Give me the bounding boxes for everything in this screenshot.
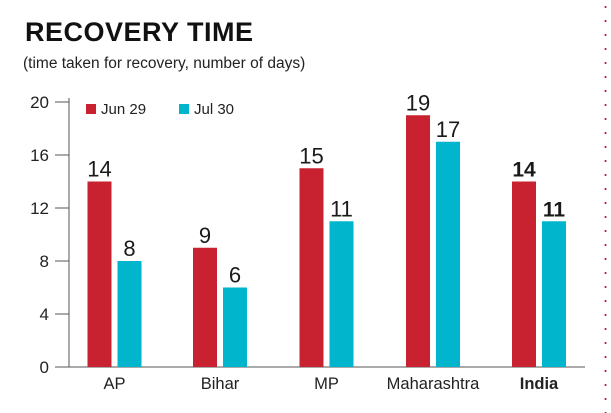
bar-india-jul-30 bbox=[542, 221, 566, 367]
data-label: 6 bbox=[229, 263, 241, 288]
legend: Jun 29 Jul 30 bbox=[86, 101, 234, 118]
bar-mp-jun-29 bbox=[299, 168, 324, 367]
x-tick-label: MP bbox=[314, 375, 339, 393]
data-label: 14 bbox=[87, 157, 111, 182]
axes: 0 4 8 12 16 20 AP Bihar MP Maharashtra India bbox=[30, 93, 585, 393]
y-tick-label: 16 bbox=[30, 146, 49, 165]
x-tick-label: AP bbox=[103, 375, 125, 393]
data-label: 15 bbox=[299, 143, 323, 168]
legend-label: Jun 29 bbox=[101, 101, 146, 118]
legend-swatch bbox=[179, 104, 189, 114]
y-tick-label: 0 bbox=[40, 358, 49, 377]
x-tick-label: India bbox=[520, 375, 559, 393]
bar-ap-jul-30 bbox=[117, 261, 142, 367]
data-label: 8 bbox=[123, 236, 135, 261]
data-label: 14 bbox=[512, 159, 536, 182]
legend-swatch bbox=[86, 104, 96, 114]
x-tick-label: Bihar bbox=[201, 375, 240, 393]
data-label: 11 bbox=[543, 198, 566, 221]
data-label: 19 bbox=[406, 90, 430, 115]
y-tick-label: 8 bbox=[40, 252, 49, 271]
dotted-border bbox=[604, 0, 607, 413]
bar-ap-jun-29 bbox=[87, 181, 112, 367]
bar-maharashtra-jul-30 bbox=[436, 141, 460, 367]
chart-subtitle: (time taken for recovery, number of days… bbox=[23, 55, 306, 72]
bar-bihar-jun-29 bbox=[193, 247, 217, 367]
x-tick-label: Maharashtra bbox=[387, 375, 480, 393]
bar-maharashtra-jun-29 bbox=[406, 115, 430, 367]
bar-india-jun-29 bbox=[512, 181, 536, 367]
y-tick-label: 20 bbox=[30, 93, 49, 112]
data-label: 9 bbox=[199, 223, 211, 248]
bar-mp-jul-30 bbox=[329, 221, 354, 367]
bar-bihar-jul-30 bbox=[223, 287, 247, 367]
data-label: 17 bbox=[436, 117, 460, 142]
y-tick-label: 12 bbox=[30, 199, 49, 218]
y-tick-label: 4 bbox=[40, 305, 49, 324]
chart-title: RECOVERY TIME bbox=[25, 17, 254, 47]
legend-label: Jul 30 bbox=[194, 101, 234, 118]
data-label: 11 bbox=[330, 196, 353, 221]
